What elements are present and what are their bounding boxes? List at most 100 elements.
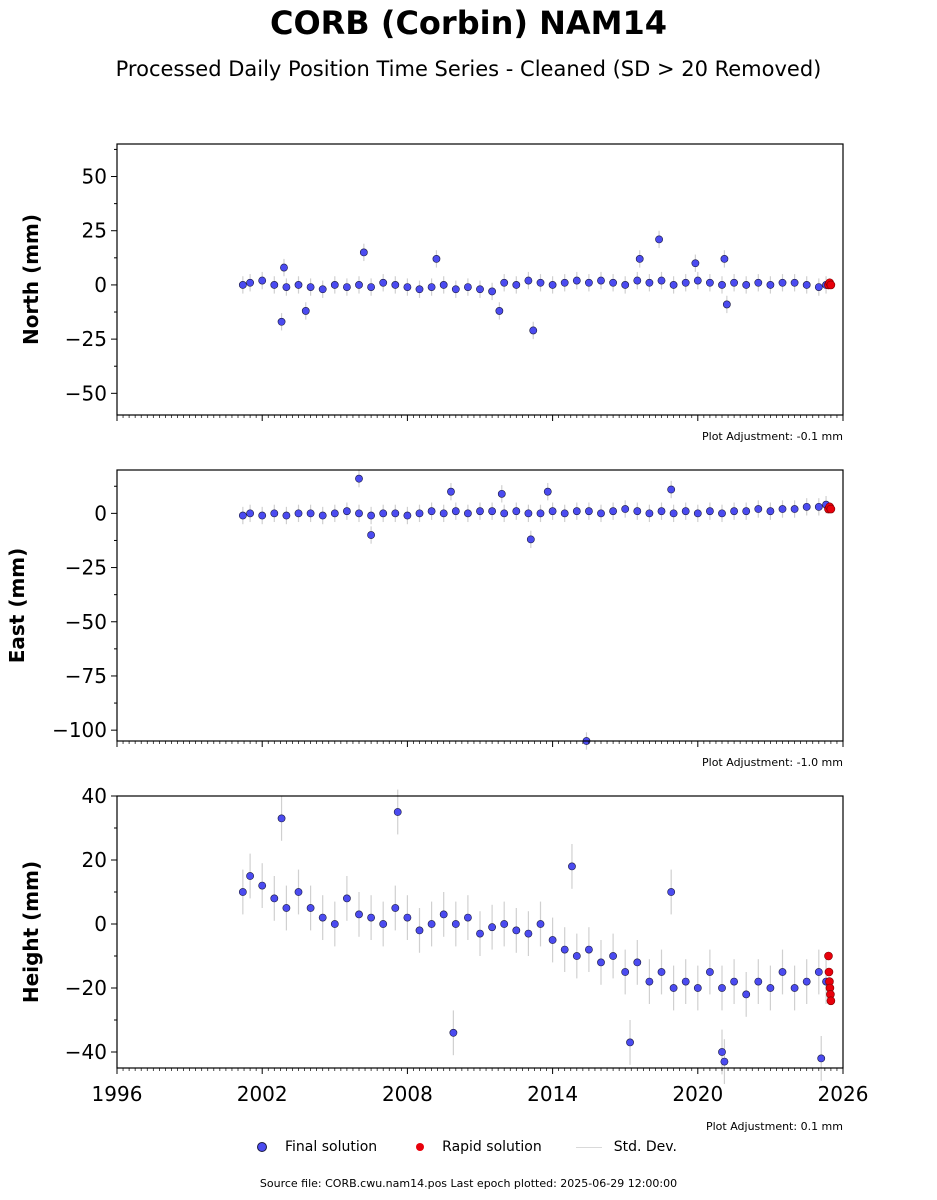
final-solution-point — [633, 276, 642, 285]
final-solution-point — [379, 278, 388, 287]
final-solution-point — [301, 307, 310, 315]
final-solution-point — [742, 990, 751, 999]
final-solution-point — [282, 511, 291, 520]
final-solution-point — [497, 489, 506, 498]
final-solution-point — [609, 278, 617, 287]
final-solution-point — [476, 285, 484, 294]
final-solution-point — [526, 535, 535, 544]
final-solution-point — [754, 278, 763, 287]
final-solution-point — [778, 968, 787, 976]
final-solution-point — [691, 259, 700, 268]
final-solution-point — [488, 923, 496, 932]
final-solution-point — [524, 929, 533, 938]
final-solution-point — [258, 511, 267, 520]
final-solution-point — [393, 808, 402, 816]
y-tick-label: 0 — [94, 501, 107, 525]
final-solution-point — [246, 278, 254, 287]
final-solution-point — [742, 281, 751, 289]
legend-stddev-line — [575, 1146, 602, 1148]
final-solution-point — [778, 278, 787, 287]
final-solution-point — [415, 509, 424, 518]
final-solution-point — [706, 968, 714, 976]
plot-adjustment-note: Plot Adjustment: -1.0 mm — [702, 756, 843, 769]
final-solution-point — [415, 285, 424, 294]
final-solution-point — [318, 913, 327, 922]
final-solution-point — [449, 1028, 458, 1037]
y-tick-label: −25 — [65, 556, 107, 580]
final-solution-point — [669, 509, 678, 518]
final-solution-point — [754, 505, 763, 513]
y-tick-label: 0 — [94, 273, 107, 297]
y-tick-label: 20 — [82, 848, 107, 872]
final-solution-point — [560, 509, 569, 518]
final-solution-point — [790, 505, 799, 513]
final-solution-point — [488, 507, 496, 516]
final-solution-point — [512, 507, 521, 516]
final-solution-point — [778, 505, 787, 513]
final-solution-point — [655, 235, 663, 244]
final-solution-point — [609, 952, 617, 960]
final-solution-point — [635, 255, 644, 263]
y-tick-label: −25 — [65, 327, 107, 351]
final-solution-point — [294, 509, 303, 518]
final-solution-point — [633, 507, 642, 516]
final-solution-point — [585, 278, 593, 287]
final-solution-point — [367, 511, 375, 520]
final-solution-point — [403, 511, 412, 520]
final-solution-point — [536, 920, 545, 928]
final-solution-point — [367, 913, 375, 922]
legend-final-marker — [257, 1142, 267, 1152]
final-solution-point — [814, 502, 823, 511]
final-solution-point — [318, 511, 327, 520]
final-solution-point — [621, 505, 630, 513]
final-solution-point — [560, 945, 569, 954]
legend-stddev-label: Std. Dev. — [613, 1139, 677, 1155]
final-solution-point — [432, 255, 441, 263]
final-solution-point — [342, 507, 351, 516]
final-solution-point — [706, 278, 714, 287]
final-solution-point — [681, 977, 690, 986]
legend-item-stddev: Std. Dev. — [575, 1139, 677, 1155]
final-solution-point — [766, 281, 775, 289]
final-solution-point — [720, 1057, 729, 1066]
final-solution-point — [500, 278, 509, 287]
final-solution-point — [238, 281, 247, 289]
y-tick-label: −75 — [65, 664, 107, 688]
final-solution-point — [355, 474, 363, 483]
final-solution-point — [270, 509, 279, 518]
final-solution-point — [814, 283, 823, 291]
final-solution-point — [476, 929, 484, 938]
final-solution-point — [439, 910, 448, 919]
x-tick-label: 2008 — [382, 1082, 433, 1106]
y-tick-label: −50 — [65, 610, 107, 634]
y-axis-label: North (mm) — [19, 214, 43, 345]
x-tick-label: 1996 — [92, 1082, 143, 1106]
final-solution-point — [355, 509, 363, 518]
final-solution-point — [645, 509, 654, 518]
final-solution-point — [330, 509, 339, 518]
final-solution-point — [548, 507, 557, 516]
final-solution-point — [657, 507, 666, 516]
final-solution-point — [720, 255, 729, 263]
final-solution-point — [572, 507, 581, 516]
final-solution-point — [681, 507, 690, 516]
final-solution-point — [524, 276, 533, 285]
final-solution-point — [403, 283, 412, 291]
final-solution-point — [294, 281, 303, 289]
final-solution-point — [258, 881, 267, 890]
final-solution-point — [355, 281, 363, 289]
final-solution-point — [802, 502, 811, 511]
final-solution-point — [427, 283, 436, 291]
final-solution-point — [693, 276, 702, 285]
final-solution-point — [543, 487, 552, 496]
final-solution-point — [451, 507, 460, 516]
final-solution-point — [306, 904, 315, 912]
final-solution-point — [391, 281, 400, 289]
legend-final-label: Final solution — [285, 1139, 378, 1155]
legend-rapid-marker — [416, 1143, 425, 1151]
final-solution-point — [597, 276, 605, 285]
final-solution-point — [282, 283, 291, 291]
final-solution-point — [270, 894, 279, 903]
final-solution-point — [488, 287, 496, 296]
final-solution-point — [817, 1054, 826, 1063]
